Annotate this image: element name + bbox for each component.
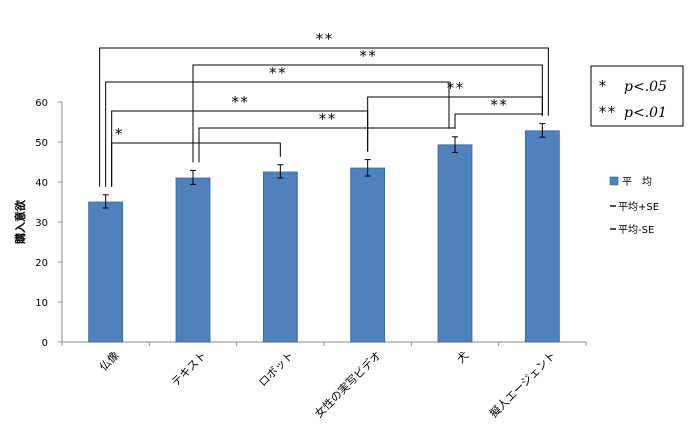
x-tick-label: テキスト <box>169 349 209 389</box>
y-tick-label: 20 <box>35 258 48 269</box>
legend-swatch-mean <box>609 176 619 186</box>
bar <box>262 171 298 343</box>
y-tick-label: 0 <box>42 338 48 349</box>
significance-label: ** <box>231 93 249 111</box>
y-tick-label: 30 <box>35 218 48 229</box>
p-box-text: p<.01 <box>624 105 667 121</box>
bar <box>175 177 211 343</box>
p-box-marker: * <box>598 77 607 95</box>
x-tick-label: ロボット <box>256 349 296 389</box>
significance-bracket <box>99 47 549 187</box>
legend-label: 平均+SE <box>618 201 659 213</box>
significance-bracket <box>111 142 281 187</box>
significance-bracket <box>105 81 450 187</box>
significance-brackets: ********** ***** <box>99 30 549 187</box>
significance-label: ** <box>315 30 333 48</box>
bars-group <box>88 130 560 343</box>
significance-label: ** <box>359 47 377 65</box>
significance-bracket <box>198 127 456 163</box>
bar <box>350 167 386 343</box>
p-box-marker: ** <box>598 103 616 121</box>
significance-label: ** <box>268 64 286 82</box>
error-bars-group <box>102 123 546 209</box>
legend: 平 均平均+SE 平均-SE <box>609 176 659 236</box>
y-tick-label: 50 <box>35 138 48 149</box>
significance-label: ** <box>490 96 508 114</box>
significance-bracket <box>454 113 543 129</box>
x-tick-label: 擬人エージェント <box>486 348 558 420</box>
p-box-text: p<.05 <box>624 79 667 95</box>
p-box-frame <box>590 65 684 127</box>
legend-label: 平 均 <box>622 176 652 188</box>
bar <box>524 130 560 343</box>
significance-label: ** <box>318 110 336 128</box>
y-tick-label: 60 <box>35 98 48 109</box>
legend-label: 平均-SE <box>618 224 654 236</box>
significance-label: * <box>114 125 123 143</box>
p-value-box: * p<.05 ** p<.01 <box>590 65 684 127</box>
y-tick-label: 10 <box>35 298 48 309</box>
y-tick-label: 40 <box>35 178 48 189</box>
x-tick-label: 仏像 <box>97 349 122 374</box>
bar <box>437 144 473 343</box>
x-tick-label: 女性の実写ビデオ <box>312 348 384 420</box>
bar <box>88 201 124 343</box>
x-tick-label: 犬 <box>453 348 471 366</box>
y-axis-title: 購入意欲 <box>13 200 27 245</box>
significance-bracket <box>192 64 543 163</box>
significance-label: ** <box>446 79 464 97</box>
